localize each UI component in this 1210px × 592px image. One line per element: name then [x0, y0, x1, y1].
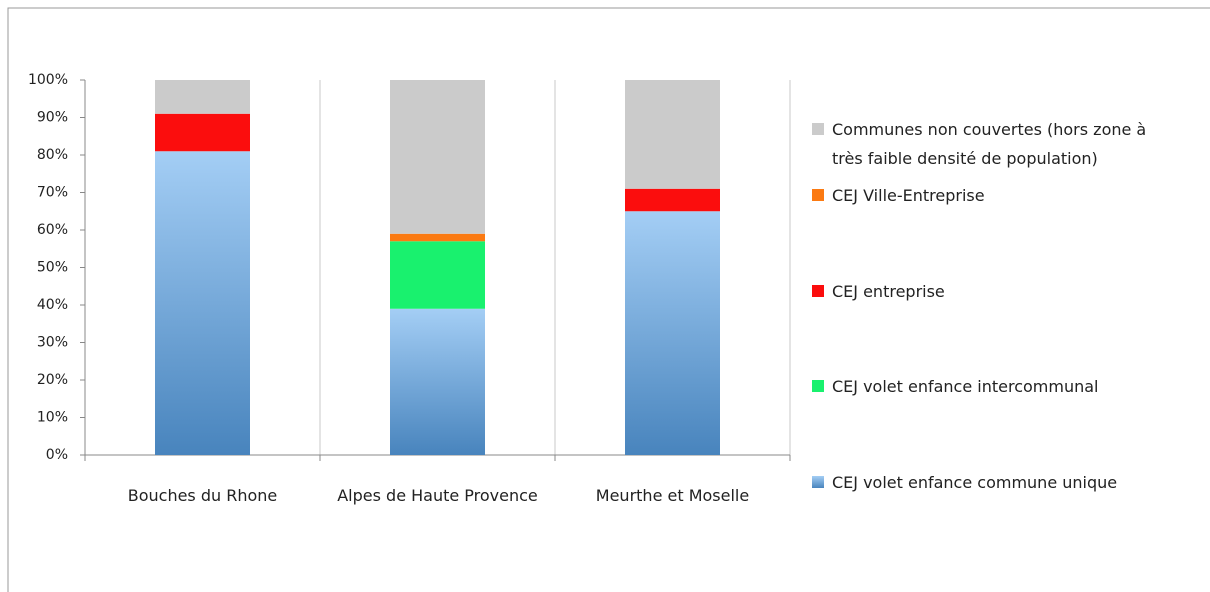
legend-swatch: [812, 476, 824, 488]
y-tick-label: 10%: [37, 410, 68, 426]
legend-swatch: [812, 123, 824, 135]
x-tick-label: Meurthe et Moselle: [595, 486, 750, 505]
frame: [7, 7, 1210, 592]
bar-segment: [625, 80, 720, 189]
legend-swatch: [812, 380, 824, 392]
y-tick-label: 20%: [37, 372, 68, 388]
legend-label: CEJ entreprise: [832, 282, 945, 301]
legend-label: CEJ volet enfance intercommunal: [832, 377, 1099, 396]
bar-segment: [625, 188, 720, 212]
x-tick-label: Alpes de Haute Provence: [337, 486, 538, 505]
bar-segment: [625, 211, 720, 455]
legend-label: CEJ volet enfance commune unique: [832, 473, 1118, 492]
legend-label: Communes non couvertes (hors zone à très…: [832, 120, 1147, 168]
bar-segment: [390, 308, 485, 455]
bar-segment: [390, 241, 485, 309]
y-tick-label: 0%: [46, 447, 68, 463]
y-tick-label: 70%: [37, 185, 68, 201]
y-tick-label: 40%: [37, 297, 68, 313]
y-tick-label: 30%: [37, 335, 68, 351]
y-tick-label: 100%: [28, 72, 68, 88]
x-tick-label: Bouches du Rhone: [127, 486, 278, 505]
bar-segment: [155, 113, 250, 152]
bar-segment: [390, 80, 485, 234]
bar-segment: [155, 80, 250, 114]
legend-swatch: [812, 189, 824, 201]
bar-segment: [155, 151, 250, 455]
legend-label: CEJ Ville-Entreprise: [832, 186, 985, 205]
legend-swatch: [812, 285, 824, 297]
y-tick-label: 80%: [37, 147, 68, 163]
y-tick-label: 90%: [37, 110, 68, 126]
y-tick-label: 50%: [37, 260, 68, 276]
bar-segment: [390, 233, 485, 242]
y-tick-label: 60%: [37, 222, 68, 238]
